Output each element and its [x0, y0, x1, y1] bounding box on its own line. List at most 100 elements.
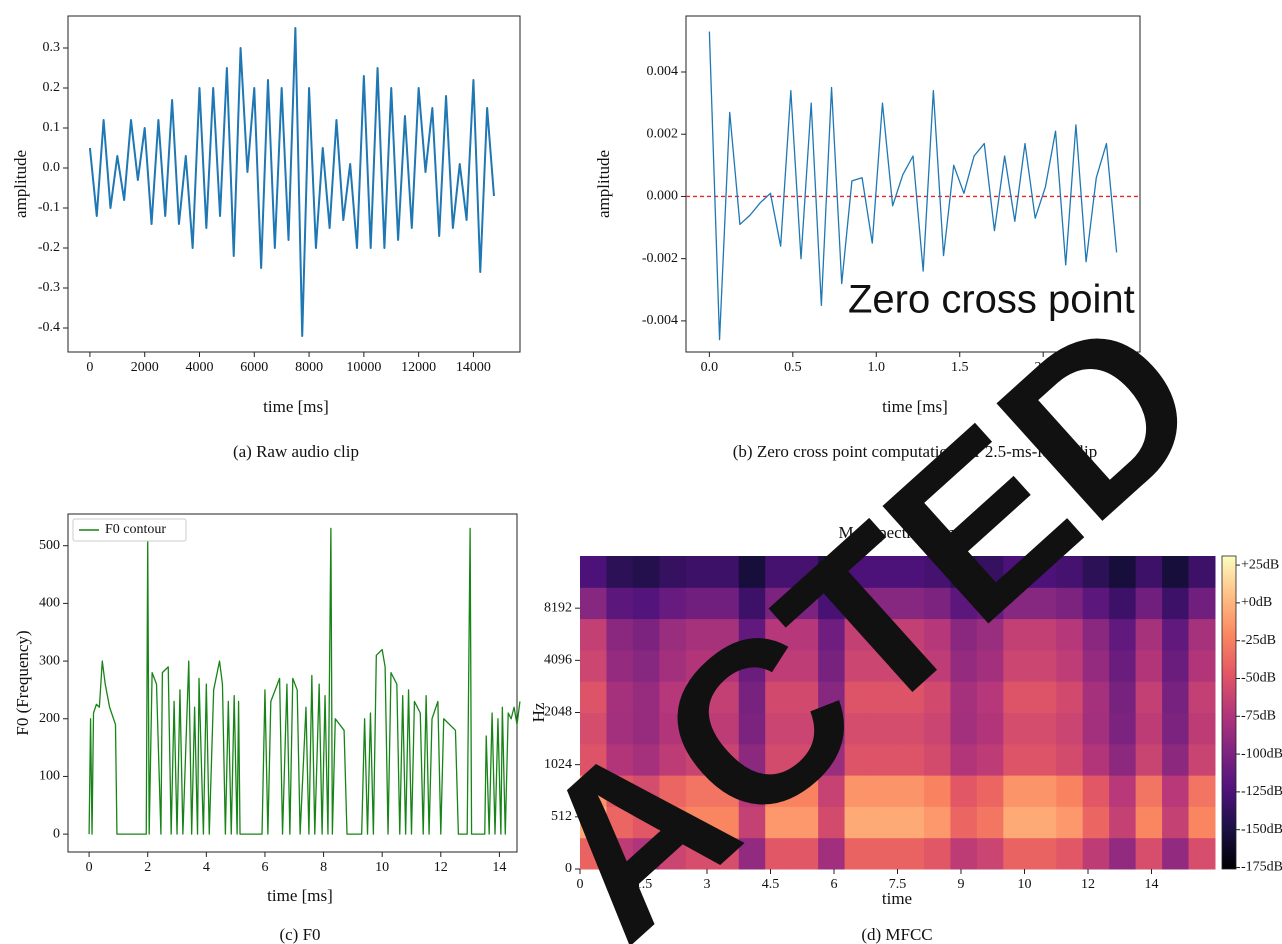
heatmap-cell — [1003, 681, 1031, 713]
heatmap-cell — [659, 775, 687, 807]
data-line — [88, 527, 521, 835]
heatmap-cell — [1109, 712, 1137, 745]
x-tick-label: 8000 — [295, 360, 323, 375]
heatmap-cell — [1188, 556, 1216, 588]
heatmap-cell — [791, 775, 819, 807]
heatmap-cell — [712, 712, 740, 745]
heatmap-cell — [976, 649, 1004, 682]
heatmap-cell — [712, 681, 740, 713]
heatmap-cell — [1135, 618, 1163, 651]
x-tick-label: 0.0 — [701, 360, 719, 375]
heatmap-cell — [712, 806, 740, 839]
heatmap-cell — [1029, 712, 1057, 745]
heatmap-cell — [1162, 649, 1190, 682]
heatmap-cell — [818, 618, 846, 651]
heatmap-cell — [1109, 587, 1137, 620]
heatmap-cell — [1003, 587, 1031, 620]
y-tick-label: 0 — [565, 861, 572, 876]
heatmap-cell — [844, 618, 872, 651]
heatmap-cell — [712, 618, 740, 651]
heatmap-cell — [844, 712, 872, 745]
heatmap-cell — [765, 649, 793, 682]
heatmap-cell — [976, 712, 1004, 745]
heatmap-cell — [580, 649, 607, 682]
heatmap-cell — [1082, 806, 1110, 839]
heatmap-cell — [818, 587, 846, 620]
heatmap-cell — [923, 775, 951, 807]
y-tick-label: -0.002 — [642, 251, 678, 266]
y-tick-label: 100 — [39, 769, 60, 784]
y-tick-label: 400 — [39, 596, 60, 611]
subplot: 0 2000 4000 6000 8000 10000 12000 14000 -0.4 -0.3… — [11, 15, 521, 461]
heatmap-cell — [1029, 837, 1057, 870]
heatmap-cell — [765, 712, 793, 745]
y-tick-label: 0.004 — [647, 64, 679, 79]
heatmap-cell — [923, 618, 951, 651]
heatmap-cell — [871, 712, 898, 745]
y-tick-label: 0.000 — [647, 189, 679, 204]
caption: (c) F0 — [279, 925, 320, 944]
heatmap-cell — [1082, 712, 1110, 745]
heatmap-cell — [659, 681, 687, 713]
heatmap-cell — [685, 587, 713, 620]
heatmap-cell — [1162, 837, 1190, 870]
colorbar-tick-label: -125dB — [1241, 784, 1282, 799]
axes-frame — [67, 513, 518, 853]
heatmap-cell — [632, 681, 660, 713]
heatmap-cell — [765, 743, 793, 776]
x-tick-label: 0 — [86, 860, 93, 875]
heatmap-cell — [1162, 681, 1190, 713]
subplot: Mel-spectrogram +25dB +0dB -25dB -50dB -75dB -… — [529, 523, 1282, 944]
heatmap-cell — [1056, 775, 1084, 807]
x-tick-label: 14 — [1145, 877, 1159, 892]
heatmap-cell — [950, 556, 978, 588]
heatmap-cell — [685, 649, 713, 682]
x-tick-label: 2.5 — [1118, 360, 1136, 375]
heatmap-cell — [1188, 618, 1216, 651]
heatmap-cell — [1188, 681, 1216, 713]
x-tick-label: 12 — [1081, 877, 1095, 892]
heatmap-cell — [1109, 681, 1137, 713]
heatmap-cell — [606, 743, 634, 776]
heatmap-cell — [659, 649, 687, 682]
heatmap-cell — [1003, 556, 1031, 588]
heatmap-cell — [765, 681, 793, 713]
heatmap-cell — [580, 556, 607, 588]
x-tick-label: 4 — [203, 860, 210, 875]
heatmap-cell — [844, 775, 872, 807]
heatmap-cell — [976, 743, 1004, 776]
heatmap-cell — [818, 649, 846, 682]
heatmap-cell — [1082, 743, 1110, 776]
heatmap-cell — [1188, 587, 1216, 620]
heatmap-cell — [738, 618, 766, 651]
caption: (a) Raw audio clip — [233, 442, 359, 461]
heatmap-cell — [580, 775, 607, 807]
heatmap-cell — [871, 556, 898, 588]
heatmap-cell — [659, 712, 687, 745]
x-axis-label: time [ms] — [267, 886, 333, 905]
heatmap-cell — [1162, 712, 1190, 745]
heatmap-cell — [659, 837, 687, 870]
heatmap-cell — [712, 743, 740, 776]
heatmap-cell — [765, 806, 793, 839]
heatmap-cell — [606, 775, 634, 807]
heatmap-cell — [659, 806, 687, 839]
heatmap-cell — [791, 556, 819, 588]
heatmap-cell — [923, 649, 951, 682]
heatmap-cell — [632, 837, 660, 870]
y-tick-label: 0 — [53, 826, 60, 841]
heatmap-cell — [606, 806, 634, 839]
x-tick-label: 1.0 — [868, 360, 886, 375]
x-tick-label: 10 — [375, 860, 389, 875]
heatmap-cell — [818, 681, 846, 713]
x-tick-label: 3 — [704, 877, 711, 892]
heatmap-cell — [1109, 743, 1137, 776]
heatmap-cell — [791, 712, 819, 745]
chart-title: Mel-spectrogram — [838, 523, 955, 542]
x-tick-label: 0.5 — [784, 360, 802, 375]
heatmap-cell — [923, 712, 951, 745]
x-tick-label: 14 — [492, 860, 506, 875]
heatmap-cell — [950, 712, 978, 745]
y-tick-label: -0.1 — [38, 200, 60, 215]
